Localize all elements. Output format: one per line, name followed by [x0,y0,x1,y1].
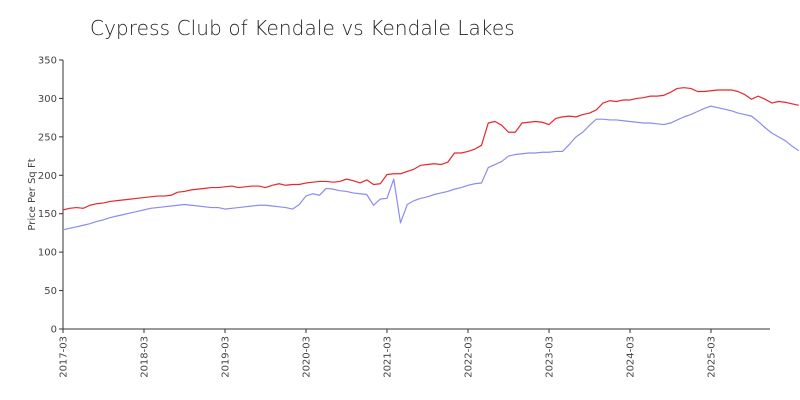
chart-title: Cypress Club of Kendale vs Kendale Lakes [90,16,515,40]
x-tick-label: 2021-03 [383,336,394,378]
x-tick-label: 2017-03 [59,336,70,378]
y-axis-title: Price Per Sq Ft [27,158,38,230]
x-tick-label: 2019-03 [221,336,232,378]
x-tick-label: 2024-03 [626,336,637,378]
y-tick-label: 300 [38,94,57,105]
y-tick-label: 150 [38,209,57,220]
y-tick-label: 50 [44,286,57,297]
series-line-1 [62,87,799,211]
x-tick-label: 2025-03 [707,336,718,378]
y-tick-label: 350 [38,56,57,67]
x-tick-label: 2023-03 [545,336,556,378]
y-tick-label: 250 [38,132,57,143]
x-tick-label: 2022-03 [464,336,475,378]
x-tick-label: 2020-03 [302,336,313,378]
y-tick-label: 200 [38,171,57,182]
series-line-2 [62,105,800,231]
x-tick-label: 2018-03 [140,336,151,378]
y-tick-label: 100 [38,248,57,259]
y-tick-label: 0 [51,325,57,336]
